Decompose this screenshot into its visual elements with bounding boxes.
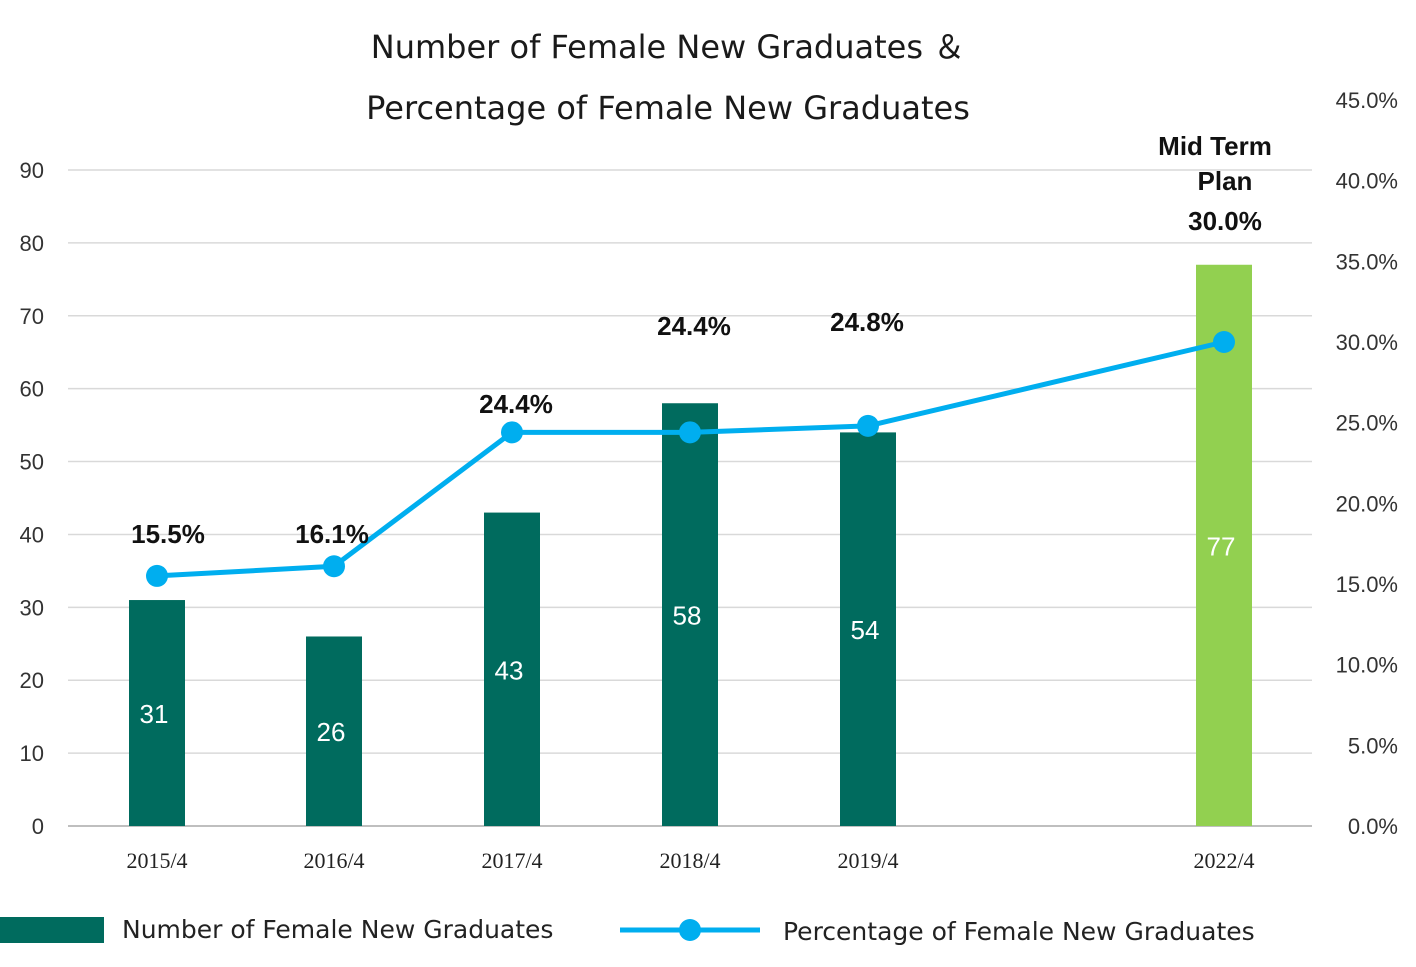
x-tick-label: 2018/4	[659, 848, 720, 873]
left-tick-label: 0	[32, 814, 44, 839]
right-tick-label: 35.0%	[1336, 249, 1398, 274]
right-tick-label: 30.0%	[1336, 330, 1398, 355]
percentage-value-labels: 15.5% 16.1% 24.4% 24.4% 24.8% 30.0%	[131, 206, 1262, 549]
percentage-value-label: 30.0%	[1188, 206, 1262, 236]
right-tick-label: 45.0%	[1336, 88, 1398, 113]
line-point	[146, 564, 168, 587]
bars	[129, 264, 1252, 826]
left-tick-label: 50	[20, 450, 44, 475]
annotation-mid-term: Mid Term	[1158, 131, 1272, 161]
bar	[662, 403, 718, 826]
line-point	[857, 414, 879, 437]
left-tick-label: 30	[20, 595, 44, 620]
left-tick-label: 80	[20, 231, 44, 256]
legend: Number of Female New Graduates Percentag…	[0, 915, 1255, 946]
bar-value-label: 43	[495, 655, 524, 685]
percentage-value-label: 24.4%	[657, 311, 731, 341]
right-tick-label: 25.0%	[1336, 411, 1398, 436]
line-point	[679, 421, 701, 444]
legend-bar-label: Number of Female New Graduates	[122, 915, 553, 944]
bar	[306, 636, 362, 826]
left-tick-label: 90	[20, 158, 44, 183]
bar-value-label: 31	[140, 699, 169, 729]
bar-value-label: 54	[851, 615, 880, 645]
bar-value-labels: 31 26 43 58 54 77	[140, 531, 1236, 747]
right-tick-label: 20.0%	[1336, 491, 1398, 516]
right-tick-label: 15.0%	[1336, 572, 1398, 597]
right-tick-label: 0.0%	[1348, 814, 1398, 839]
percentage-value-label: 15.5%	[131, 519, 205, 549]
x-tick-label: 2017/4	[481, 848, 542, 873]
left-tick-label: 40	[20, 522, 44, 547]
x-tick-label: 2016/4	[303, 848, 364, 873]
x-tick-label: 2022/4	[1193, 848, 1254, 873]
line-point	[1213, 331, 1235, 353]
percentage-line-series	[146, 331, 1235, 587]
bar	[840, 432, 896, 826]
line-point	[323, 555, 345, 578]
bar	[1196, 264, 1252, 826]
left-tick-label: 10	[20, 741, 44, 766]
percentage-line	[156, 339, 1225, 579]
percentage-value-label: 24.4%	[479, 389, 553, 419]
left-axis-ticks: 0 10 20 30 40 50 60 70 80 90	[20, 158, 44, 839]
chart-title-line-1: Number of Female New Graduates ＆	[371, 28, 965, 66]
bar-value-label: 77	[1207, 531, 1236, 561]
x-tick-label: 2015/4	[126, 848, 187, 873]
annotation-plan: Plan	[1198, 166, 1253, 196]
chart-title-line-2: Percentage of Female New Graduates	[366, 89, 970, 127]
right-tick-label: 40.0%	[1336, 169, 1398, 194]
x-axis-ticks: 2015/4 2016/4 2017/4 2018/4 2019/4 2022/4	[126, 848, 1254, 873]
legend-bar-swatch	[0, 917, 104, 943]
left-tick-label: 20	[20, 668, 44, 693]
line-point	[501, 421, 523, 444]
legend-line-label: Percentage of Female New Graduates	[783, 917, 1255, 946]
left-tick-label: 70	[20, 304, 44, 329]
right-tick-label: 5.0%	[1348, 733, 1398, 758]
bar	[484, 512, 540, 826]
bar-value-label: 26	[317, 717, 346, 747]
legend-line-marker	[679, 919, 701, 941]
percentage-value-label: 24.8%	[830, 307, 904, 337]
percentage-value-label: 16.1%	[295, 519, 369, 549]
bar	[129, 600, 185, 826]
right-axis-ticks: 0.0% 5.0% 10.0% 15.0% 20.0% 25.0% 30.0% 35.0% 40…	[1336, 88, 1398, 839]
left-tick-label: 60	[20, 377, 44, 402]
right-tick-label: 10.0%	[1336, 653, 1398, 678]
x-tick-label: 2019/4	[837, 848, 898, 873]
bar-value-label: 58	[673, 601, 702, 631]
